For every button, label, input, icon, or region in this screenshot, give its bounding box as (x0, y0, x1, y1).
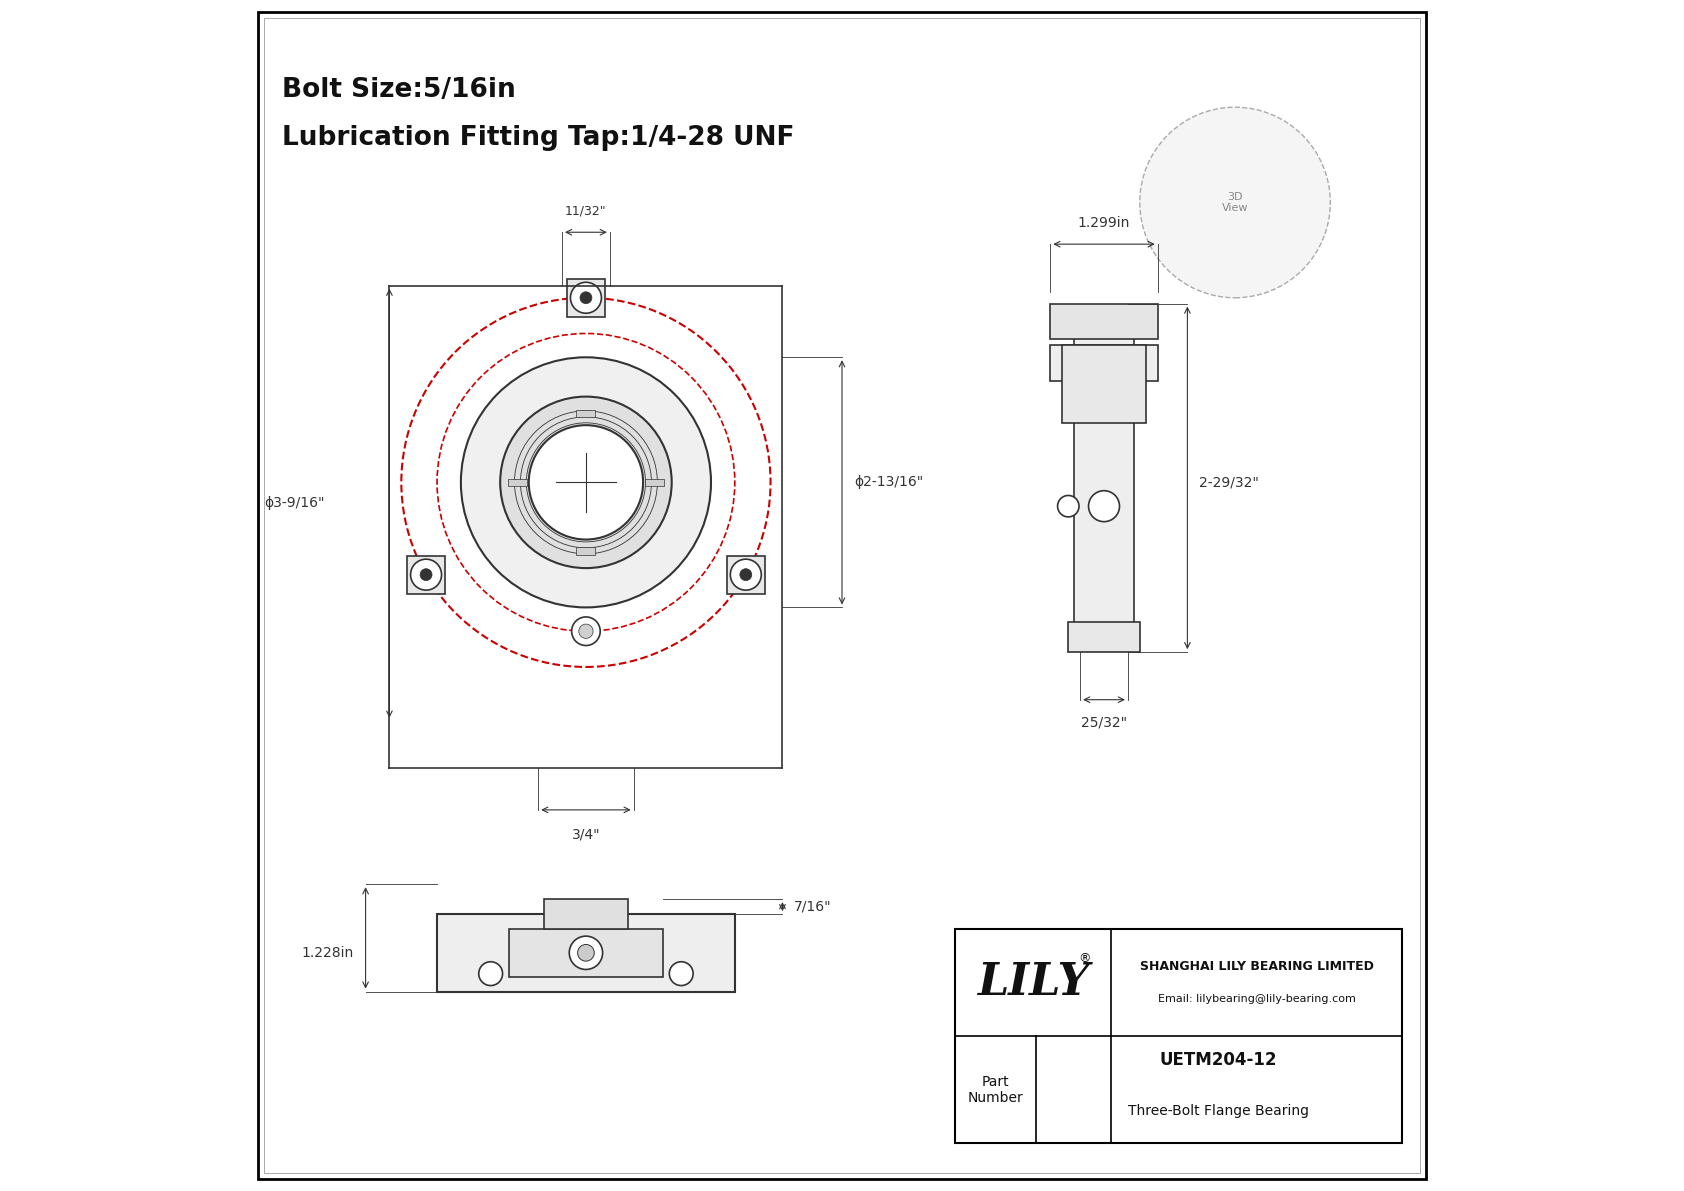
Text: Lubrication Fitting Tap:1/4-28 UNF: Lubrication Fitting Tap:1/4-28 UNF (283, 125, 795, 151)
Circle shape (669, 962, 694, 986)
Circle shape (739, 569, 751, 581)
Bar (509, 929, 663, 977)
Bar (955, 929, 1401, 1143)
Circle shape (569, 936, 603, 969)
Circle shape (478, 962, 502, 986)
Text: SHANGHAI LILY BEARING LIMITED: SHANGHAI LILY BEARING LIMITED (1140, 960, 1374, 973)
Text: 1.228in: 1.228in (301, 946, 354, 960)
Text: UETM204-12: UETM204-12 (1160, 1050, 1278, 1070)
Text: ϕ3-9/16": ϕ3-9/16" (264, 497, 325, 510)
Text: 11/32": 11/32" (566, 205, 606, 218)
Circle shape (571, 617, 600, 646)
Circle shape (579, 292, 591, 304)
Circle shape (1088, 491, 1120, 522)
Circle shape (529, 425, 643, 540)
Circle shape (419, 569, 433, 581)
Circle shape (578, 944, 594, 961)
Text: ®: ® (1078, 953, 1091, 966)
Text: 3/4": 3/4" (571, 828, 600, 842)
Bar (576, 410, 596, 417)
Text: ϕ2-13/16": ϕ2-13/16" (854, 475, 923, 490)
Circle shape (579, 624, 593, 638)
Circle shape (571, 282, 601, 313)
Text: Email: lilybearing@lily-bearing.com: Email: lilybearing@lily-bearing.com (1157, 993, 1356, 1004)
Bar (1063, 345, 1145, 423)
Bar (1074, 328, 1133, 637)
Circle shape (1140, 107, 1330, 298)
Bar (1068, 623, 1140, 653)
Text: Part
Number: Part Number (968, 1074, 1024, 1105)
Bar (1051, 304, 1157, 339)
Circle shape (411, 560, 441, 590)
Text: 25/32": 25/32" (1081, 715, 1127, 729)
Bar (568, 279, 605, 317)
Circle shape (500, 397, 672, 568)
Text: Three-Bolt Flange Bearing: Three-Bolt Flange Bearing (1128, 1104, 1308, 1118)
Bar (645, 479, 663, 486)
Circle shape (1058, 495, 1079, 517)
Text: LILY: LILY (977, 961, 1090, 1004)
Bar (576, 548, 596, 555)
Bar (509, 479, 527, 486)
Text: Bolt Size:5/16in: Bolt Size:5/16in (283, 77, 515, 104)
Bar (438, 915, 734, 991)
Text: 3D
View: 3D View (1223, 192, 1248, 213)
Bar (1051, 345, 1157, 381)
Text: 7/16": 7/16" (795, 899, 832, 913)
Circle shape (731, 560, 761, 591)
Bar (408, 555, 445, 594)
Bar (544, 899, 628, 929)
Circle shape (461, 357, 711, 607)
Text: 2-29/32": 2-29/32" (1199, 475, 1260, 490)
Bar (727, 556, 765, 594)
Text: 1.299in: 1.299in (1078, 216, 1130, 230)
